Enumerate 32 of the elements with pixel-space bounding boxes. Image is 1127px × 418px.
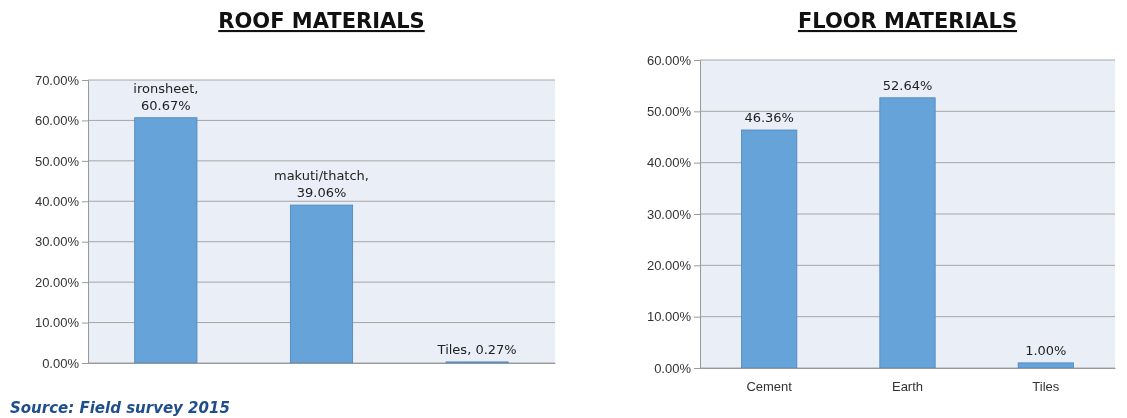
y-tick-label: 0.00% [42,355,80,371]
y-tick-label: 40.00% [646,155,692,171]
y-tick-label: 40.00% [34,193,80,209]
source-note: Source: Field survey 2015 [10,399,230,417]
x-tick-label: Cement [746,379,793,395]
bar [134,117,198,364]
bar [289,204,354,364]
y-tick-label: 50.00% [34,153,80,169]
y-tick-label: 10.00% [34,315,80,331]
y-tick-label: 20.00% [646,257,692,273]
chart-title: FLOOR MATERIALS [797,9,1018,33]
data-label: makuti/thatch, 39.06% [273,168,370,201]
x-tick-label: Tiles [1032,379,1060,395]
bar [741,129,798,369]
data-label: 52.64% [882,77,933,93]
y-tick-label: 60.00% [646,52,692,68]
y-tick-label: 50.00% [646,103,692,119]
data-label: Tiles, 0.27% [436,341,517,357]
data-label: ironsheet, 60.67% [133,80,199,113]
y-tick-label: 30.00% [646,206,692,222]
x-tick-label: Earth [891,379,924,395]
y-tick-label: 20.00% [34,274,80,290]
data-label: 46.36% [744,110,794,126]
y-tick-label: 0.00% [654,360,692,376]
data-label: 1.00% [1025,342,1067,358]
y-tick-label: 60.00% [34,113,80,129]
bar [879,97,936,369]
chart-title: ROOF MATERIALS [218,9,425,33]
bar [1017,362,1074,369]
y-tick-label: 30.00% [34,234,80,250]
y-tick-label: 70.00% [34,72,80,88]
y-tick-label: 10.00% [646,309,692,325]
